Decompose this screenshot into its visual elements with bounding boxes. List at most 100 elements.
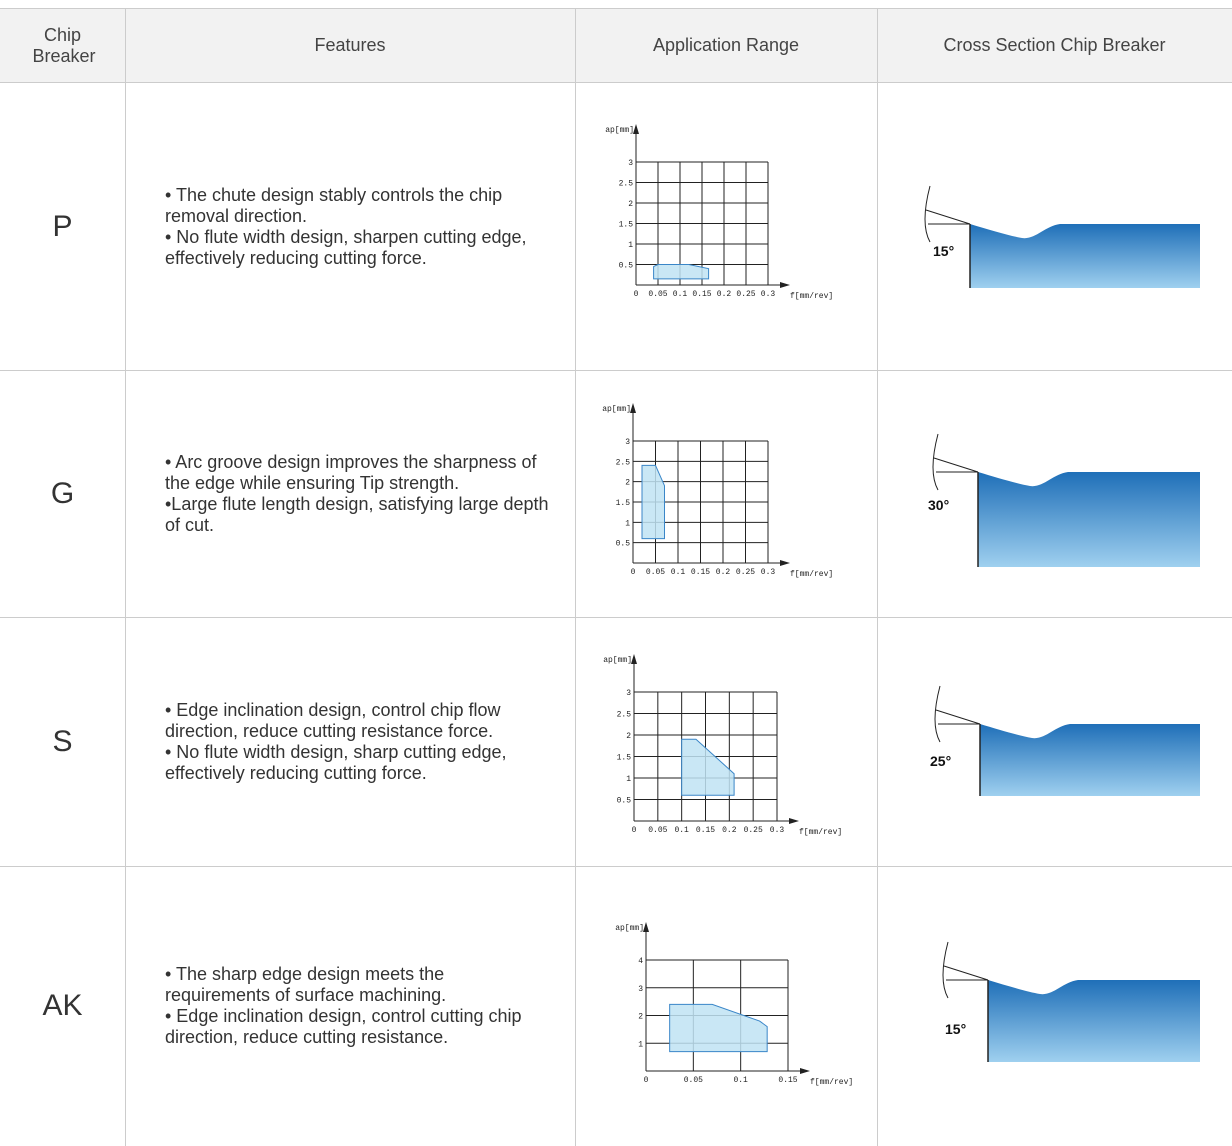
column-divider xyxy=(877,8,878,1146)
y-tick-label: 2 xyxy=(638,1013,643,1022)
column-divider xyxy=(575,8,576,1146)
x-tick-label: 0 xyxy=(631,568,636,577)
x-tick-label: 0.3 xyxy=(761,290,776,299)
x-tick-label: 0.1 xyxy=(673,290,688,299)
y-tick-label: 1 xyxy=(626,775,631,784)
application-region xyxy=(669,1003,768,1053)
application-region xyxy=(681,738,735,796)
features-cell: • The chute design stably controls the c… xyxy=(125,83,575,370)
chip-breaker-name: AK xyxy=(42,989,83,1022)
feature-item: • No flute width design, sharp cutting e… xyxy=(165,741,507,783)
x-axis-label: f[mm/rev] xyxy=(790,570,833,579)
header-cell: Chip Breaker xyxy=(0,8,125,83)
features-text: • The chute design stably controls the c… xyxy=(165,185,550,269)
y-tick-label: 4 xyxy=(638,957,643,966)
y-tick-label: 3 xyxy=(638,985,643,994)
x-tick-label: 0 xyxy=(634,290,639,299)
axis-arrow xyxy=(800,1068,810,1074)
y-axis-label: ap[mm] xyxy=(615,924,644,933)
y-tick-label: 3 xyxy=(628,159,633,168)
angle-label: 25° xyxy=(930,753,951,769)
axis-arrow xyxy=(643,922,649,932)
axis-arrow xyxy=(630,403,636,413)
y-tick-label: 2 xyxy=(628,200,633,209)
angle-arc xyxy=(934,685,941,743)
angle-arc xyxy=(932,433,939,491)
feature-item: • Arc groove design improves the sharpne… xyxy=(165,451,537,493)
features-text: • The sharp edge design meets the requir… xyxy=(165,964,550,1048)
y-tick-label: 2.5 xyxy=(616,458,631,467)
y-tick-label: 0.5 xyxy=(619,262,634,271)
axis-arrow xyxy=(780,560,790,566)
y-tick-label: 2 xyxy=(626,732,631,741)
angle-label: 15° xyxy=(945,1021,966,1037)
chip-breaker-name: G xyxy=(50,476,75,510)
row-name: P xyxy=(0,83,125,370)
chip-breaker-name: P xyxy=(52,209,73,243)
x-tick-label: 0.25 xyxy=(736,568,755,577)
header-text: Application Range xyxy=(652,35,800,55)
row-divider xyxy=(0,866,1232,867)
features-cell: • The sharp edge design meets the requir… xyxy=(125,866,575,1146)
feature-item: • The chute design stably controls the c… xyxy=(165,184,503,226)
x-tick-label: 0.15 xyxy=(778,1076,797,1085)
axis-arrow xyxy=(633,124,639,134)
y-tick-label: 0.5 xyxy=(616,540,631,549)
x-tick-label: 0 xyxy=(632,826,637,835)
cross-section xyxy=(980,724,1200,796)
x-tick-label: 0.1 xyxy=(671,568,686,577)
row-name: S xyxy=(0,617,125,866)
x-tick-label: 0.05 xyxy=(648,290,667,299)
x-tick-label: 0.15 xyxy=(691,568,710,577)
x-axis-label: f[mm/rev] xyxy=(810,1078,853,1087)
cross-section xyxy=(978,472,1200,567)
axis-arrow xyxy=(780,282,790,288)
y-tick-label: 1.5 xyxy=(617,754,632,763)
angle-arc xyxy=(924,185,931,243)
column-divider xyxy=(125,8,126,1146)
x-tick-label: 0.1 xyxy=(733,1076,748,1085)
x-tick-label: 0.2 xyxy=(722,826,737,835)
y-axis-label: ap[mm] xyxy=(602,405,631,414)
x-tick-label: 0.2 xyxy=(717,290,732,299)
x-tick-label: 0.25 xyxy=(736,290,755,299)
angle-line xyxy=(925,209,971,225)
feature-item: • No flute width design, sharpen cutting… xyxy=(165,226,527,268)
header-cell: Application Range xyxy=(575,8,877,83)
y-tick-label: 1.5 xyxy=(619,221,634,230)
x-tick-label: 0.25 xyxy=(744,826,763,835)
x-tick-label: 0.15 xyxy=(696,826,715,835)
features-text: • Edge inclination design, control chip … xyxy=(165,700,550,784)
row-name: AK xyxy=(0,866,125,1146)
features-cell: • Edge inclination design, control chip … xyxy=(125,617,575,866)
chip-breaker-name: S xyxy=(52,724,73,758)
angle-line xyxy=(943,965,989,981)
angle-arc xyxy=(942,941,949,999)
application-region xyxy=(641,464,665,540)
cross-section xyxy=(970,224,1200,288)
row-divider xyxy=(0,370,1232,371)
y-axis-label: ap[mm] xyxy=(603,656,632,665)
x-tick-label: 0.05 xyxy=(646,568,665,577)
y-tick-label: 3 xyxy=(626,689,631,698)
angle-line xyxy=(935,709,981,725)
y-tick-label: 1 xyxy=(625,519,630,528)
x-tick-label: 0.1 xyxy=(674,826,689,835)
features-text: • Arc groove design improves the sharpne… xyxy=(165,452,550,536)
axis-arrow xyxy=(789,818,799,824)
header-cell: Cross Section Chip Breaker xyxy=(877,8,1232,83)
x-tick-label: 0.2 xyxy=(716,568,731,577)
y-tick-label: 2 xyxy=(625,479,630,488)
y-tick-label: 1 xyxy=(638,1040,643,1049)
y-axis-label: ap[mm] xyxy=(605,126,634,135)
x-tick-label: 0.3 xyxy=(761,568,776,577)
axis-arrow xyxy=(631,654,637,664)
y-tick-label: 2.5 xyxy=(619,180,634,189)
y-tick-label: 0.5 xyxy=(617,797,632,806)
x-tick-label: 0.15 xyxy=(692,290,711,299)
feature-item: • Edge inclination design, control cutti… xyxy=(165,1006,522,1047)
y-tick-label: 1 xyxy=(628,241,633,250)
features-cell: • Arc groove design improves the sharpne… xyxy=(125,370,575,617)
